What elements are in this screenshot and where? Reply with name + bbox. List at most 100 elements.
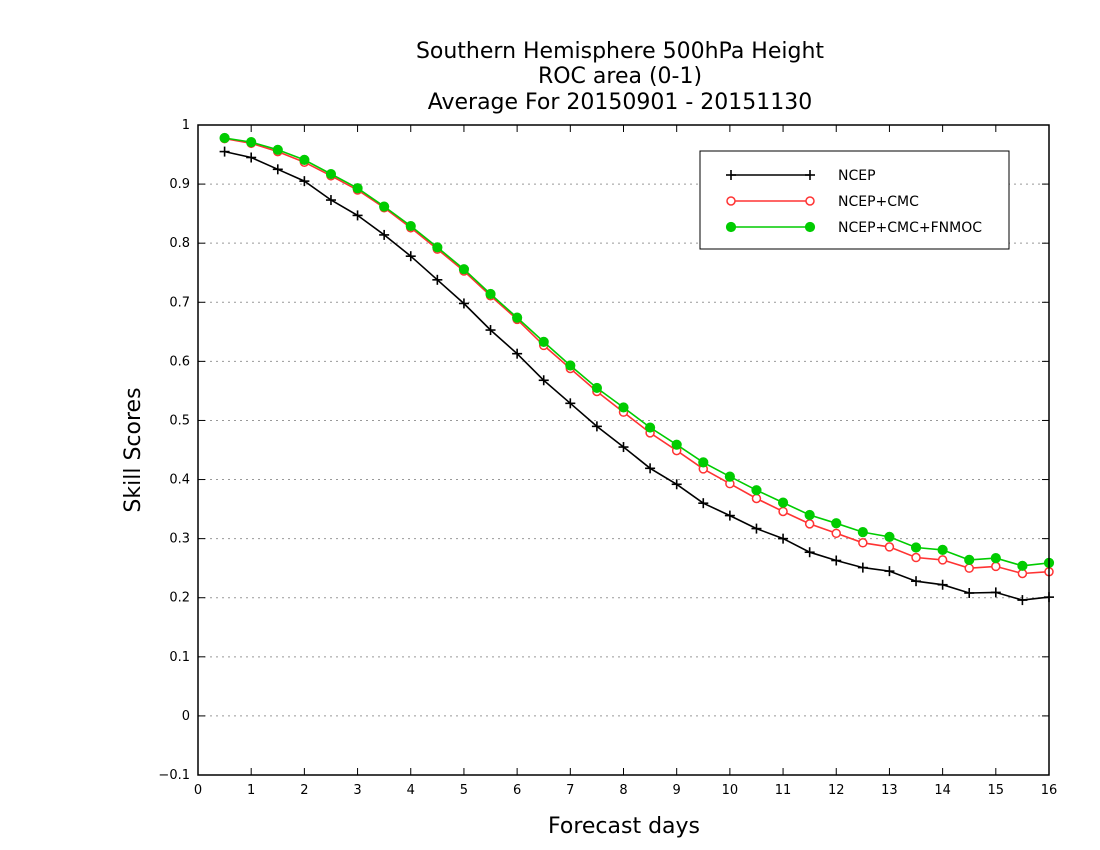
data-point <box>831 555 842 566</box>
y-axis-ticks: −0.1 0 0.1 0.2 0.3 0.4 0.5 0.6 0.7 0.8 0.9 1 <box>158 118 1049 783</box>
series-line <box>224 150 1050 601</box>
data-point <box>911 576 922 587</box>
chart-title: Southern Hemisphere 500hPa Height ROC ar… <box>416 39 824 115</box>
data-point <box>884 566 895 577</box>
data-point <box>858 538 868 548</box>
data-point <box>618 402 629 413</box>
data-point <box>778 533 789 544</box>
y-tick-label: −0.1 <box>158 768 190 783</box>
x-tick-label: 1 <box>247 783 255 798</box>
data-point <box>805 170 815 180</box>
data-point <box>990 553 1001 564</box>
data-point <box>272 164 283 175</box>
legend-entry: NCEP+CMC <box>726 194 919 210</box>
data-point <box>1017 560 1028 571</box>
data-point <box>219 132 230 144</box>
x-tick-label: 4 <box>407 783 415 798</box>
data-point <box>671 439 682 450</box>
data-point <box>512 312 523 323</box>
data-point <box>831 518 842 529</box>
y-axis-label: Skill Scores <box>121 387 146 512</box>
y-tick-label: 0.9 <box>169 177 190 192</box>
series-ncep <box>219 146 1054 606</box>
data-point <box>724 471 735 482</box>
data-point <box>565 398 576 409</box>
data-point <box>538 336 549 347</box>
y-tick-label: 0.1 <box>169 650 190 665</box>
data-point <box>964 588 975 598</box>
x-tick-label: 14 <box>934 783 951 798</box>
legend-box <box>699 150 1010 250</box>
data-point <box>485 325 496 336</box>
x-tick-label: 16 <box>1041 783 1058 798</box>
data-point <box>485 288 496 300</box>
data-point <box>379 229 390 240</box>
y-tick-label: 0.7 <box>169 295 190 310</box>
x-axis-label: Forecast days <box>548 814 700 839</box>
x-tick-label: 11 <box>775 783 792 798</box>
x-tick-label: 6 <box>513 783 521 798</box>
legend-entry: NCEP+CMC+FNMOC <box>725 220 982 236</box>
x-tick-label: 2 <box>300 783 308 798</box>
data-point <box>804 547 815 558</box>
data-point <box>432 242 443 253</box>
x-tick-label: 12 <box>828 783 845 798</box>
x-tick-label: 3 <box>353 783 361 798</box>
data-point <box>857 527 868 538</box>
data-point <box>964 563 974 573</box>
y-tick-label: 0.3 <box>169 532 190 547</box>
data-point <box>726 196 736 206</box>
data-point <box>219 146 230 157</box>
y-tick-label: 0.8 <box>169 236 190 251</box>
x-tick-label: 7 <box>566 783 574 798</box>
data-point <box>990 587 1001 598</box>
legend-label: NCEP <box>838 168 876 184</box>
data-point <box>991 561 1001 572</box>
x-tick-label: 10 <box>722 783 739 798</box>
data-point <box>618 442 629 453</box>
x-tick-label: 13 <box>881 783 898 798</box>
series-layer <box>219 132 1055 606</box>
data-point <box>671 479 682 490</box>
data-point <box>512 348 523 359</box>
y-tick-label: 1 <box>182 118 190 133</box>
data-point <box>751 523 762 534</box>
x-tick-label: 5 <box>460 783 468 798</box>
data-point <box>458 264 470 275</box>
data-point <box>778 506 788 517</box>
data-point <box>751 485 762 496</box>
data-point <box>884 531 895 542</box>
data-point <box>751 493 762 504</box>
data-point <box>725 221 737 233</box>
data-point <box>591 382 603 394</box>
data-point <box>804 221 816 233</box>
data-point <box>352 183 363 194</box>
data-point <box>857 562 868 573</box>
y-tick-label: 0.4 <box>169 473 190 488</box>
data-point <box>325 168 337 180</box>
data-point <box>937 544 948 555</box>
y-tick-label: 0.6 <box>169 354 190 369</box>
data-point <box>352 210 363 221</box>
data-point <box>299 154 310 165</box>
data-point <box>272 144 283 155</box>
data-point <box>910 542 922 553</box>
data-point <box>804 509 815 521</box>
x-tick-label: 9 <box>673 783 681 798</box>
data-point <box>565 360 576 371</box>
data-point <box>591 421 602 432</box>
data-point <box>937 579 948 590</box>
data-point <box>831 528 841 539</box>
data-point <box>698 457 709 468</box>
x-tick-label: 8 <box>619 783 627 798</box>
data-point <box>911 552 921 563</box>
y-tick-label: 0.2 <box>169 591 190 606</box>
chart-title-line-3: Average For 20150901 - 20151130 <box>428 90 813 115</box>
legend: NCEP NCEP+CMC NCEP+CMC+FNMOC <box>699 150 1010 250</box>
chart-title-line-1: Southern Hemisphere 500hPa Height <box>416 39 824 64</box>
series-line <box>224 137 1050 575</box>
legend-entry: NCEP <box>726 168 876 184</box>
data-point <box>1017 595 1028 606</box>
data-point <box>644 422 656 433</box>
